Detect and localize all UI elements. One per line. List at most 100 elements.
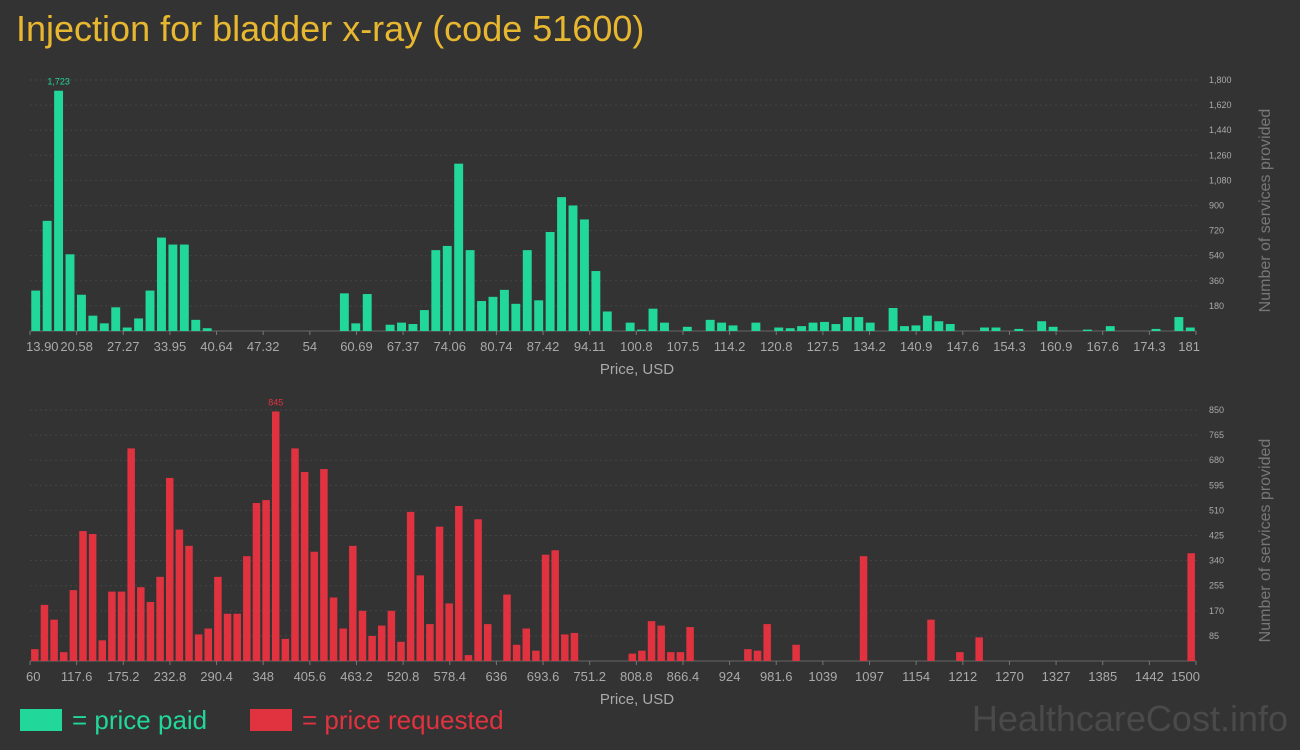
paid-bar	[1174, 317, 1184, 331]
paid-bar	[522, 250, 532, 331]
requested-bar	[79, 531, 87, 661]
y-tick-label: 510	[1209, 505, 1224, 515]
legend-requested-label: = price requested	[302, 704, 504, 735]
paid-bar	[865, 322, 875, 331]
y-tick-label: 360	[1209, 276, 1224, 286]
requested-bar	[667, 652, 675, 661]
x-tick-label: 13.90	[26, 339, 59, 354]
paid-bar	[579, 219, 589, 331]
y-tick-label: 1,260	[1209, 150, 1232, 160]
paid-bar	[477, 301, 486, 331]
paid-bar	[1151, 328, 1161, 331]
x-tick-label: 74.06	[433, 339, 466, 354]
paid-bar	[557, 197, 567, 331]
requested-bar	[31, 649, 39, 661]
y-tick-label: 180	[1209, 301, 1224, 311]
y-tick-label: 1,800	[1209, 75, 1232, 85]
price-paid-chart: 180 360 540 720 900 1,080 1,260 1,440 1,620 1,800…	[26, 75, 1274, 378]
requested-bar	[59, 652, 68, 661]
paid-bar	[842, 317, 852, 331]
x-tick-label: 1097	[855, 669, 884, 684]
x-tick-label: 67.37	[387, 339, 420, 354]
paid-bar	[785, 328, 795, 331]
paid-bar	[659, 322, 669, 331]
paid-bar	[751, 322, 761, 331]
paid-bar	[499, 289, 509, 331]
requested-bar	[503, 594, 511, 661]
requested-bar	[291, 448, 299, 661]
x-tick-label: 1500	[1171, 669, 1200, 684]
paid-bar	[820, 321, 829, 331]
x-axis-label: Price, USD	[600, 691, 674, 708]
y-tick-label: 850	[1209, 405, 1224, 415]
legend-requested-swatch	[250, 709, 292, 731]
x-tick-label: 1327	[1042, 669, 1071, 684]
requested-bar	[300, 472, 309, 661]
requested-bar	[358, 610, 367, 661]
paid-bar	[922, 315, 932, 331]
x-tick-label: 120.8	[760, 339, 793, 354]
paid-bar	[568, 205, 578, 331]
paid-bar	[397, 322, 406, 331]
paid-bar	[888, 307, 898, 331]
x-tick-label: 1212	[948, 669, 977, 684]
x-tick-label: 107.5	[667, 339, 700, 354]
legend-paid-label: = price paid	[72, 704, 208, 735]
paid-bar	[111, 307, 121, 331]
paid-bar	[774, 327, 784, 331]
requested-bar	[368, 635, 376, 661]
requested-bar	[474, 519, 482, 661]
paid-bar	[42, 220, 52, 331]
requested-bar	[455, 505, 463, 661]
paid-bar	[511, 303, 521, 331]
paid-bar	[419, 310, 429, 331]
requested-bar	[927, 619, 935, 661]
y-tick-label: 680	[1209, 455, 1224, 465]
x-tick-label: 808.8	[620, 669, 653, 684]
paid-bar	[808, 322, 818, 331]
requested-bar	[445, 603, 453, 661]
x-tick-label: 134.2	[853, 339, 886, 354]
requested-bar	[792, 644, 800, 661]
requested-bar	[628, 653, 637, 661]
x-tick-label: 520.8	[387, 669, 420, 684]
requested-bar	[1187, 553, 1195, 661]
x-tick-label: 94.11	[574, 339, 606, 354]
x-tick-label: 636	[486, 669, 508, 684]
x-tick-label: 348	[252, 669, 274, 684]
paid-bar	[488, 296, 498, 331]
paid-bar	[797, 326, 807, 331]
paid-bar	[900, 326, 909, 331]
requested-bar	[551, 550, 559, 661]
requested-bar	[426, 624, 434, 661]
requested-bar	[561, 634, 569, 661]
requested-bar	[204, 628, 213, 661]
x-tick-label: 1039	[808, 669, 837, 684]
x-tick-label: 33.95	[154, 339, 187, 354]
x-tick-label: 174.3	[1133, 339, 1166, 354]
requested-bar	[377, 625, 386, 661]
paid-bar	[682, 326, 692, 331]
paid-bar	[431, 250, 441, 331]
paid-bar	[88, 315, 98, 331]
y-tick-label: 425	[1209, 531, 1224, 541]
y-tick-label: 1,080	[1209, 175, 1232, 185]
paid-bar	[362, 294, 372, 331]
x-tick-label: 80.74	[480, 339, 513, 354]
x-tick-label: 147.6	[947, 339, 980, 354]
requested-bar	[329, 597, 338, 661]
x-tick-label: 100.8	[620, 339, 653, 354]
paid-bar	[854, 317, 864, 331]
x-tick-label: 60.69	[340, 339, 373, 354]
x-tick-label: 693.6	[527, 669, 560, 684]
paid-bar	[728, 325, 738, 331]
requested-bar	[638, 650, 646, 661]
requested-bar	[349, 545, 357, 661]
y-tick-label: 1,440	[1209, 125, 1232, 135]
paid-bar	[625, 322, 635, 331]
requested-bar	[522, 628, 531, 661]
paid-bar	[179, 244, 189, 331]
legend-paid: = price paid	[20, 704, 207, 736]
paid-bar	[545, 231, 555, 331]
paid-bar	[637, 329, 647, 331]
